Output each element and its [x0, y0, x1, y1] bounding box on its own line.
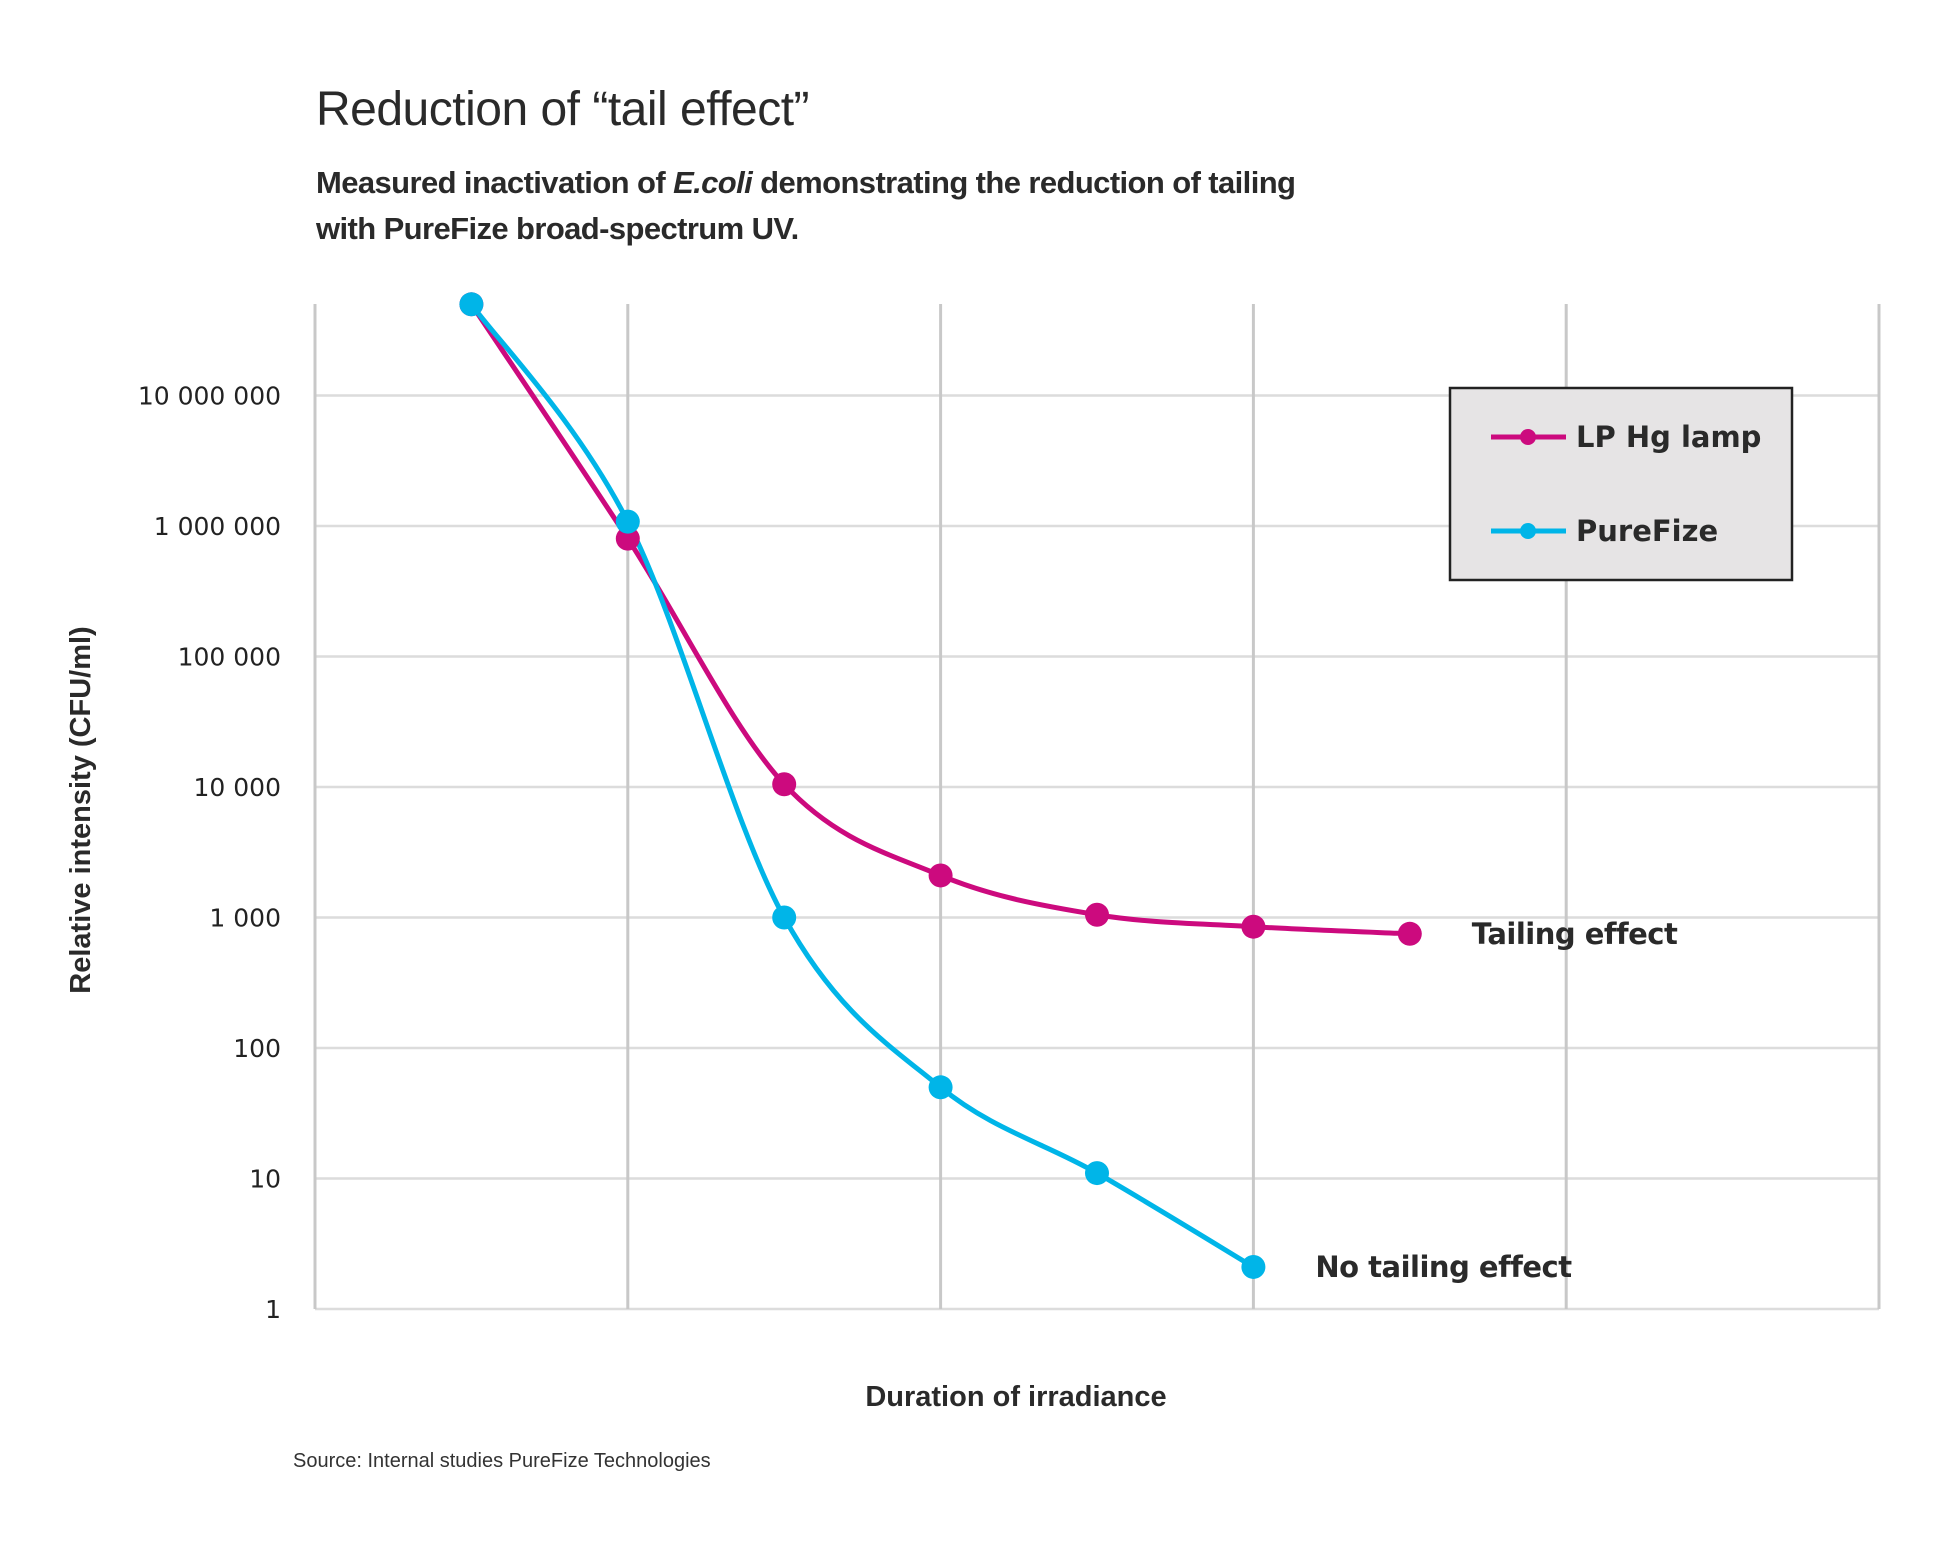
y-tick-label: 1	[265, 1295, 281, 1324]
y-tick-label: 10	[249, 1165, 281, 1194]
y-ticks: 1 10 100 1 000 10 000 100 000 1 000 000 10 000 …	[138, 382, 281, 1325]
data-point-0	[1397, 921, 1422, 946]
x-axis-label: Duration of irradiance	[865, 1381, 1166, 1413]
subtitle-part: Measured inactivation of	[316, 165, 674, 200]
data-point-0	[1085, 902, 1109, 927]
subtitle-part: demonstrating the reduction of tailing w…	[316, 165, 1296, 246]
legend-marker-lp-hg	[1520, 429, 1536, 445]
data-point-1	[459, 292, 484, 317]
data-point-0	[615, 526, 640, 551]
y-tick-label: 100	[233, 1034, 281, 1063]
legend-label-lp-hg: LP Hg lamp	[1576, 420, 1761, 454]
data-point-1	[928, 1075, 953, 1100]
y-tick-label: 100 000	[178, 643, 281, 672]
legend-marker-purefize	[1520, 523, 1536, 539]
chart-title: Reduction of “tail effect”	[316, 83, 810, 136]
data-point-0	[1241, 914, 1266, 939]
series-line-1	[469, 302, 1255, 1270]
data-point-0	[928, 863, 953, 888]
data-point-1	[1085, 1161, 1109, 1186]
y-tick-label: 1 000	[209, 904, 281, 933]
y-tick-label: 10 000 000	[138, 382, 281, 411]
series-points	[459, 292, 1422, 1279]
y-tick-label: 1 000 000	[154, 512, 281, 541]
chart-subtitle: Measured inactivation of E.coli demonstr…	[316, 160, 1336, 252]
data-point-1	[1241, 1254, 1266, 1279]
y-axis-label: Relative intensity (CFU/ml)	[65, 626, 97, 993]
source-note: Source: Internal studies PureFize Techno…	[293, 1450, 711, 1472]
annotation-no-tailing: No tailing effect	[1315, 1250, 1572, 1284]
legend: LP Hg lamp PureFize	[1448, 386, 1794, 582]
legend-label-purefize: PureFize	[1576, 514, 1718, 548]
y-tick-label: 10 000	[194, 773, 281, 802]
subtitle-species: E.coli	[673, 165, 753, 200]
data-point-0	[772, 772, 797, 797]
data-point-1	[772, 905, 797, 930]
data-point-1	[615, 509, 640, 534]
legend-box	[1448, 386, 1794, 582]
annotation-tailing: Tailing effect	[1472, 917, 1678, 951]
